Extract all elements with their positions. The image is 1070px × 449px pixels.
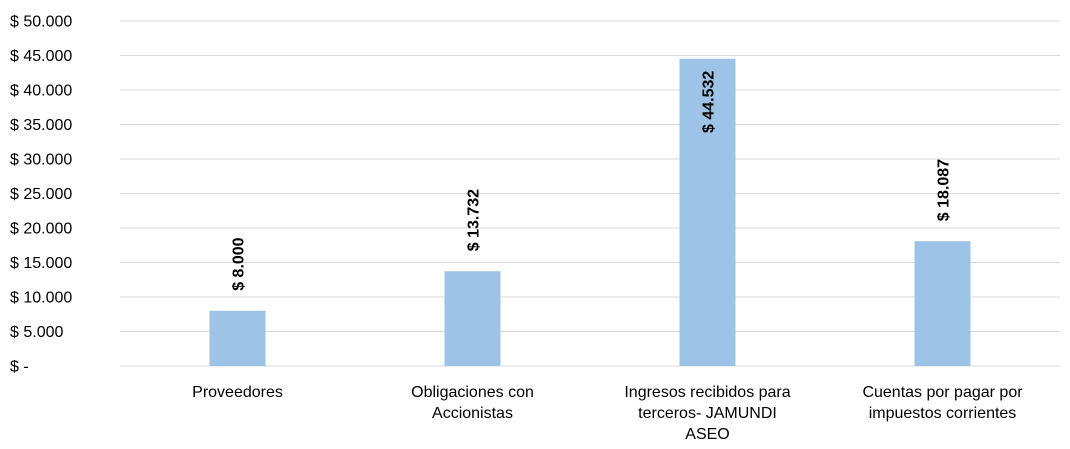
bar [209,310,266,366]
category-label: Obligaciones con [411,384,534,401]
y-tick-label: $ 20.000 [10,221,72,238]
y-tick-label: $ - [10,359,29,376]
category-label: Accionistas [432,405,513,422]
y-tick-label: $ 10.000 [10,290,72,307]
data-label: $ 18.087 [936,159,953,221]
data-label: $ 8.000 [231,237,248,290]
y-tick-label: $ 40.000 [10,83,72,100]
category-label: Proveedores [192,384,283,401]
y-tick-label: $ 30.000 [10,152,72,169]
category-label: impuestos corrientes [869,405,1017,422]
y-tick-label: $ 50.000 [10,14,72,31]
bar [444,271,501,366]
category-label: Ingresos recibidos para [624,384,790,401]
y-tick-label: $ 35.000 [10,117,72,134]
category-label: ASEO [685,426,729,443]
y-tick-label: $ 5.000 [10,324,63,341]
bar [914,241,971,366]
category-label: Cuentas por pagar por [862,384,1023,401]
category-label: terceros- JAMUNDI [638,405,777,422]
bar [679,58,736,367]
y-tick-label: $ 25.000 [10,186,72,203]
data-label: $ 44.532 [701,71,718,133]
data-label: $ 13.732 [466,189,483,251]
y-tick-label: $ 15.000 [10,255,72,272]
y-tick-label: $ 45.000 [10,48,72,65]
